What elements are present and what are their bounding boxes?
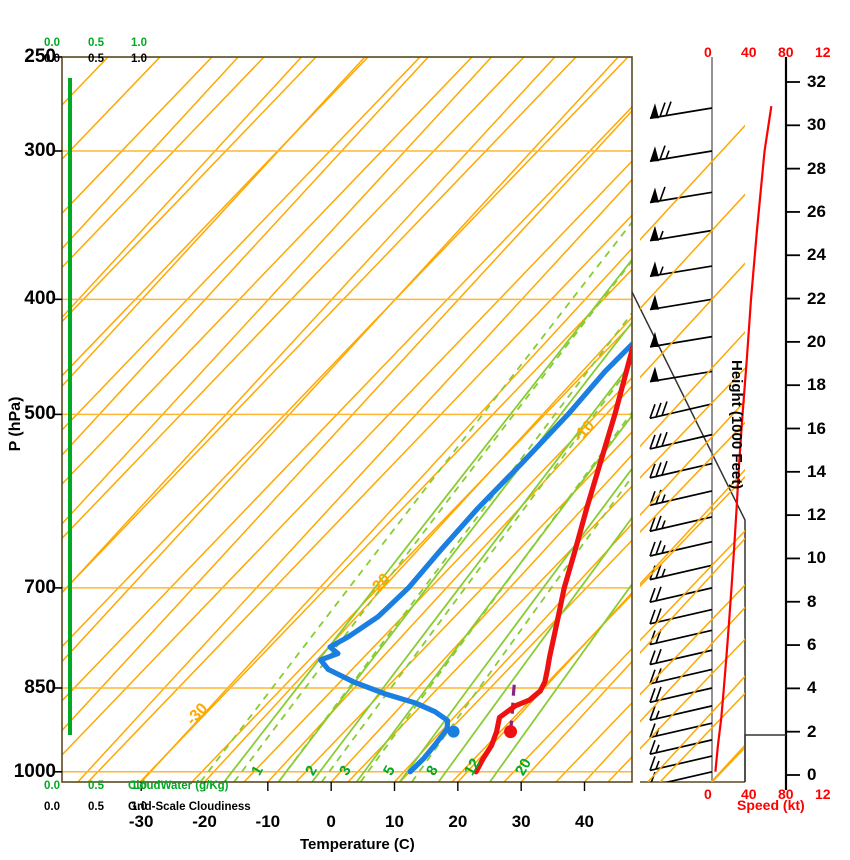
height-tick-label: 30 xyxy=(807,115,826,135)
wind-barb xyxy=(649,261,713,278)
cloudiness-tick-label: 0.0 xyxy=(44,801,60,813)
pressure-tick-label: 700 xyxy=(24,576,56,598)
cloudiness-tick-label-top: 0.0 xyxy=(44,53,60,65)
mixing-ratio-lines xyxy=(199,220,632,782)
height-tick-label: 12 xyxy=(807,505,826,525)
wind-barb-panel xyxy=(631,57,746,783)
skewt-grid xyxy=(62,57,632,782)
pressure-tick-label: 400 xyxy=(24,288,56,310)
wind-barb xyxy=(649,366,713,383)
cloudwater-legend-label: CloudWater (g/Kg) xyxy=(128,780,229,792)
height-tick-label: 6 xyxy=(807,635,817,655)
height-tick-label: 28 xyxy=(807,158,826,178)
wind-barb xyxy=(649,648,713,666)
cloudwater-tick-label: 1.0 xyxy=(131,780,147,792)
temperature-tick-label: 20 xyxy=(448,812,468,831)
wind-barb xyxy=(649,705,713,722)
height-tick-label: 20 xyxy=(807,331,826,351)
pressure-tick-label: 1000 xyxy=(13,760,56,782)
pressure-tick-label: 250 xyxy=(24,46,56,67)
wind-barb xyxy=(649,186,713,204)
speed-tick-label: 12 xyxy=(815,786,831,802)
wind-barb xyxy=(649,225,713,242)
wind-barb xyxy=(649,331,713,348)
height-tick-label: 24 xyxy=(807,245,826,265)
wind-barb xyxy=(649,608,713,625)
speed-axis-label: Speed (kt) xyxy=(737,797,805,813)
surface-dewpoint-marker xyxy=(447,725,460,738)
isobar-lines xyxy=(62,57,632,773)
height-tick-label: 10 xyxy=(807,548,826,568)
speed-tick-label: 0 xyxy=(704,786,712,802)
cloudwater-tick-label-top: 1.0 xyxy=(131,37,147,49)
pressure-tick-label: 850 xyxy=(24,676,56,698)
dewpoint-trace xyxy=(317,340,632,775)
cloudiness-tick-label-top: 0.5 xyxy=(88,53,104,65)
speed-tick-label: 80 xyxy=(778,44,794,60)
height-tick-label: 8 xyxy=(807,591,817,611)
speed-tick-label: 40 xyxy=(741,44,757,60)
height-tick-label: 26 xyxy=(807,201,826,221)
pressure-tick-marks xyxy=(54,56,62,773)
cloudwater-tick-label-top: 0.5 xyxy=(88,37,104,49)
temperature-tick-label: -10 xyxy=(255,812,281,831)
speed-tick-label: 40 xyxy=(741,786,757,802)
plot-frame xyxy=(61,56,633,783)
wind-barb xyxy=(649,515,713,533)
wind-barbs xyxy=(649,101,713,782)
cloudiness-tick-label: 1.0 xyxy=(131,801,147,813)
wind-barb xyxy=(649,294,713,311)
height-tick-label: 22 xyxy=(807,288,826,308)
parcel-trace xyxy=(508,681,517,732)
wind-barb xyxy=(649,145,713,163)
temperature-axis-label: Temperature (C) xyxy=(300,836,415,853)
cloudwater-tick-label-top: 0.0 xyxy=(44,37,60,49)
height-tick-label: 16 xyxy=(807,418,826,438)
wind-barb xyxy=(649,540,713,557)
height-tick-label: 2 xyxy=(807,721,817,741)
speed-tick-label: 0 xyxy=(704,44,712,60)
surface-temperature-marker xyxy=(504,725,518,739)
wind-envelope-outline xyxy=(631,291,746,782)
temperature-tick-marks xyxy=(140,782,586,791)
temperature-trace xyxy=(473,340,632,775)
barb-panel-isotherms xyxy=(640,124,745,782)
wind-barb xyxy=(649,101,713,120)
speed-tick-label: 80 xyxy=(778,786,794,802)
height-tick-label: 18 xyxy=(807,375,826,395)
temperature-tick-label: 10 xyxy=(385,812,404,831)
height-tick-marks xyxy=(786,81,800,776)
height-tick-label: 32 xyxy=(807,72,826,91)
height-tick-label: 14 xyxy=(807,461,826,481)
cloudiness-tick-label-top: 1.0 xyxy=(131,53,147,65)
height-tick-label: 0 xyxy=(807,765,817,784)
temperature-tick-label: 40 xyxy=(575,812,594,831)
cloudiness-legend-label: Grid-Scale Cloudiness xyxy=(128,801,251,813)
wind-barb xyxy=(649,401,713,420)
height-panel xyxy=(714,57,800,790)
temperature-tick-label: 0 xyxy=(326,812,336,831)
temperature-tick-label: -30 xyxy=(128,812,154,831)
temperature-tick-label: 30 xyxy=(511,812,531,831)
height-tick-label: 4 xyxy=(807,678,817,698)
cloudwater-tick-label: 0.0 xyxy=(44,780,60,792)
cloudiness-tick-label: 0.5 xyxy=(88,801,104,813)
cloudwater-tick-label: 0.5 xyxy=(88,780,104,792)
height-panel-corner xyxy=(744,734,786,782)
wind-barb xyxy=(649,586,713,604)
temperature-tick-label: -20 xyxy=(192,812,217,831)
height-speed-trace xyxy=(714,105,773,772)
pressure-tick-label: 300 xyxy=(24,140,56,161)
height-axis-label: Height (1000 Feet) xyxy=(728,360,745,490)
wind-barb xyxy=(649,431,713,450)
pressure-tick-label: 500 xyxy=(24,403,56,425)
speed-tick-label: 12 xyxy=(815,44,831,60)
isotherm-lines xyxy=(62,57,632,782)
